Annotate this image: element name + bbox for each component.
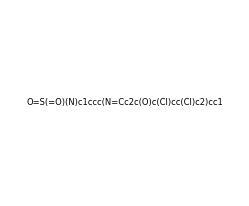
- Text: O=S(=O)(N)c1ccc(N=Cc2c(O)c(Cl)cc(Cl)c2)cc1: O=S(=O)(N)c1ccc(N=Cc2c(O)c(Cl)cc(Cl)c2)c…: [26, 98, 223, 108]
